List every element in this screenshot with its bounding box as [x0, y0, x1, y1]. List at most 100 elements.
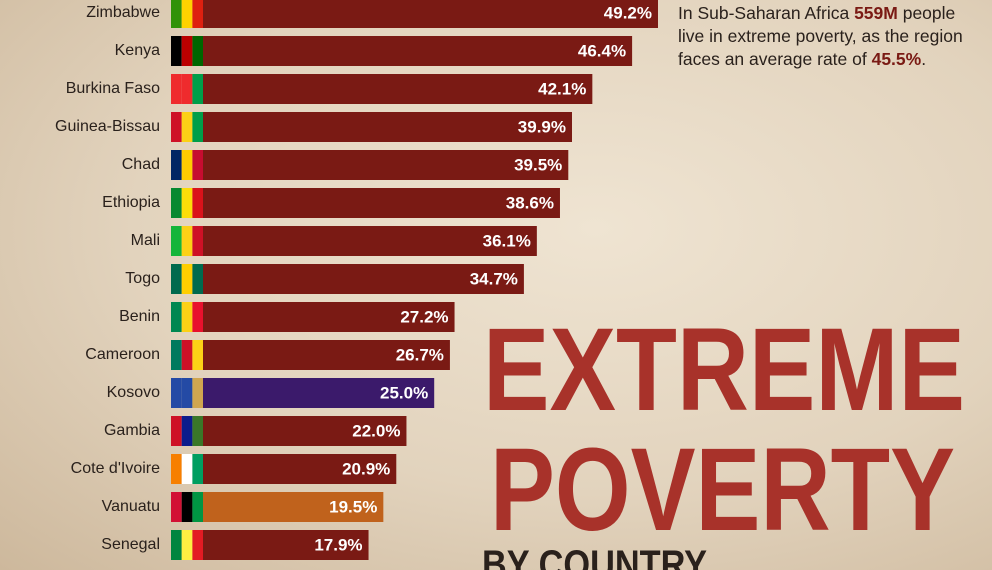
flag-stripe [181, 340, 193, 370]
category-label: Mali [131, 232, 160, 249]
value-label: 22.0% [352, 421, 400, 440]
chart-title-line2: POVERTY [490, 424, 955, 556]
annotation-part: In Sub-Saharan Africa [678, 3, 855, 23]
flag-stripe [171, 264, 182, 294]
flag-stripe [171, 112, 182, 142]
annotation-part: people live in extreme poverty, as the r… [678, 3, 963, 69]
category-label: Senegal [101, 536, 160, 553]
category-label: Chad [122, 156, 160, 173]
flag-stripe [181, 264, 193, 294]
category-label: Kenya [115, 42, 160, 59]
flag-stripe [181, 454, 193, 484]
value-label: 26.7% [396, 345, 444, 364]
value-label: 49.2% [604, 3, 652, 22]
flag-stripe [171, 492, 182, 522]
flag-stripe [171, 530, 182, 560]
flag-stripe [171, 188, 182, 218]
flag-stripe [192, 74, 204, 104]
bar [203, 188, 560, 218]
value-label: 39.5% [514, 155, 562, 174]
category-label: Guinea-Bissau [55, 118, 160, 135]
flag-stripe [171, 0, 182, 28]
category-label: Burkina Faso [66, 80, 160, 97]
flag-stripe [181, 0, 193, 28]
annotation: In Sub-Saharan Africa 559M people live i… [678, 2, 978, 71]
category-label: Vanuatu [102, 498, 160, 515]
chart-subtitle: BY COUNTRY [482, 543, 707, 570]
flag-stripe [181, 150, 193, 180]
flag-stripe [192, 0, 204, 28]
bar [203, 36, 633, 66]
flag-stripe [192, 112, 204, 142]
bar [203, 302, 455, 332]
category-label: Cameroon [85, 346, 160, 363]
flag-stripe [181, 112, 193, 142]
flag-stripe [192, 264, 204, 294]
flag-stripe [171, 74, 182, 104]
flag-stripe [181, 36, 193, 66]
value-label: 34.7% [470, 269, 518, 288]
flag-stripe [192, 340, 204, 370]
bar [203, 492, 384, 522]
bar [203, 530, 369, 560]
annotation-part: . [921, 49, 927, 69]
flag-stripe [171, 378, 182, 408]
flag-stripe [192, 150, 204, 180]
flag-stripe [171, 340, 182, 370]
value-label: 17.9% [314, 535, 362, 554]
flag-stripe [171, 150, 182, 180]
annotation-part: 45.5% [871, 49, 922, 69]
category-label: Ethiopia [102, 194, 160, 211]
bar [203, 74, 593, 104]
flag-stripe [192, 454, 204, 484]
flag-stripe [181, 188, 193, 218]
flag-stripe [192, 378, 204, 408]
annotation-part: 559M [854, 3, 898, 23]
flag-stripe [171, 36, 182, 66]
flag-stripe [192, 530, 204, 560]
bar [203, 378, 435, 408]
category-label: Zimbabwe [86, 4, 160, 21]
flag-stripe [192, 36, 204, 66]
flag-stripe [192, 416, 204, 446]
bar [203, 0, 658, 28]
bar [203, 416, 407, 446]
category-label: Gambia [104, 422, 160, 439]
flag-stripe [181, 74, 193, 104]
category-label: Cote d'Ivoire [71, 460, 160, 477]
value-label: 20.9% [342, 459, 390, 478]
flag-stripe [171, 226, 182, 256]
value-label: 46.4% [578, 41, 626, 60]
value-label: 19.5% [329, 497, 377, 516]
value-label: 38.6% [506, 193, 554, 212]
flag-stripe [192, 188, 204, 218]
bar [203, 150, 569, 180]
category-label: Kosovo [107, 384, 160, 401]
flag-stripe [171, 302, 182, 332]
bar [203, 454, 397, 484]
bar [203, 264, 524, 294]
flag-stripe [171, 416, 182, 446]
value-label: 42.1% [538, 79, 586, 98]
flag-stripe [171, 454, 182, 484]
flag-stripe [181, 492, 193, 522]
bar [203, 226, 537, 256]
flag-stripe [181, 226, 193, 256]
value-label: 36.1% [483, 231, 531, 250]
category-label: Benin [119, 308, 160, 325]
flag-stripe [181, 416, 193, 446]
value-label: 39.9% [518, 117, 566, 136]
flag-stripe [192, 492, 204, 522]
value-label: 27.2% [400, 307, 448, 326]
flag-stripe [181, 530, 193, 560]
bar [203, 112, 572, 142]
flag-stripe [181, 302, 193, 332]
flag-stripe [181, 378, 193, 408]
bar [203, 340, 450, 370]
category-label: Togo [125, 270, 160, 287]
flag-stripe [192, 302, 204, 332]
flag-stripe [192, 226, 204, 256]
value-label: 25.0% [380, 383, 428, 402]
